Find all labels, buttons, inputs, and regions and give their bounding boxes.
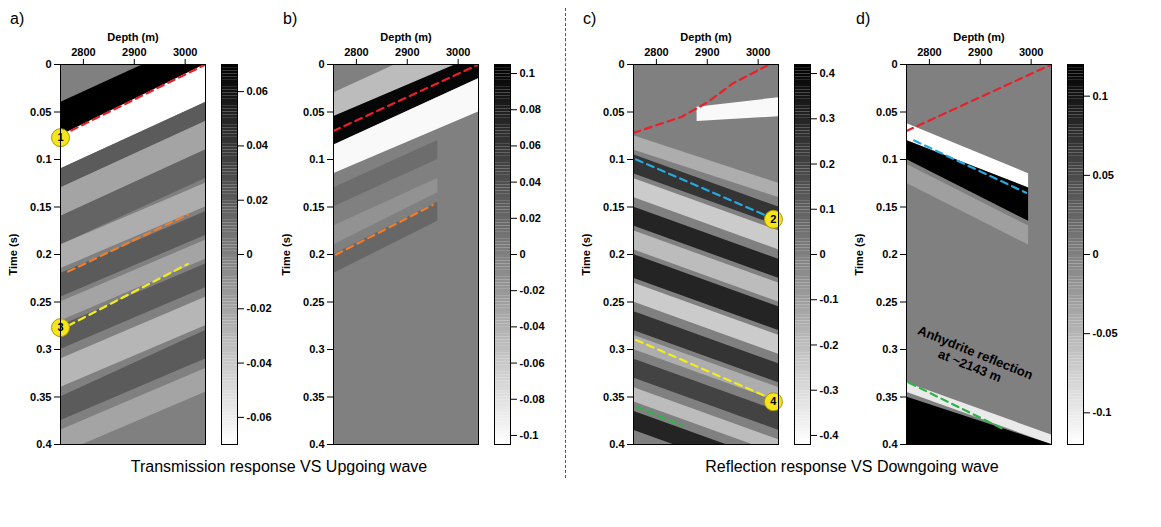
svg-text:0.04: 0.04 [247, 139, 269, 151]
svg-text:0.4: 0.4 [36, 438, 52, 450]
svg-text:-0.2: -0.2 [820, 338, 839, 350]
svg-text:0.25: 0.25 [876, 296, 897, 308]
svg-text:0.2: 0.2 [882, 248, 897, 260]
svg-text:0: 0 [820, 248, 826, 260]
svg-text:-0.02: -0.02 [247, 302, 272, 314]
svg-text:-0.1: -0.1 [520, 429, 539, 441]
svg-text:0.1: 0.1 [820, 203, 835, 215]
svg-text:2900: 2900 [968, 46, 992, 58]
svg-text:0.05: 0.05 [876, 106, 897, 118]
svg-text:0: 0 [45, 58, 51, 70]
svg-text:-0.06: -0.06 [247, 411, 272, 423]
svg-text:0.05: 0.05 [30, 106, 51, 118]
svg-text:3: 3 [57, 321, 64, 334]
svg-text:-0.3: -0.3 [820, 384, 839, 396]
svg-text:0.35: 0.35 [603, 391, 624, 403]
svg-text:Depth (m): Depth (m) [953, 31, 1005, 43]
svg-text:0.1: 0.1 [36, 153, 51, 165]
svg-text:0: 0 [618, 58, 624, 70]
svg-text:0.15: 0.15 [603, 201, 624, 213]
svg-text:0.4: 0.4 [609, 438, 625, 450]
svg-text:0.1: 0.1 [1093, 90, 1108, 102]
svg-text:0.35: 0.35 [876, 391, 897, 403]
svg-text:0.05: 0.05 [1093, 169, 1114, 181]
svg-text:0.06: 0.06 [520, 139, 541, 151]
svg-text:-0.04: -0.04 [520, 320, 546, 332]
svg-text:0.25: 0.25 [603, 296, 624, 308]
svg-text:0.1: 0.1 [520, 67, 535, 79]
svg-text:0.4: 0.4 [820, 67, 836, 79]
svg-text:3000: 3000 [1019, 46, 1043, 58]
html-text:d): d) [856, 10, 871, 27]
svg-text:0.3: 0.3 [882, 343, 897, 355]
svg-text:0: 0 [318, 58, 324, 70]
svg-text:0.25: 0.25 [30, 296, 51, 308]
svg-text:Time (s): Time (s) [7, 233, 19, 275]
svg-text:3000: 3000 [446, 46, 470, 58]
svg-text:2800: 2800 [917, 46, 941, 58]
svg-text:2800: 2800 [344, 46, 368, 58]
svg-text:0.25: 0.25 [303, 296, 324, 308]
svg-text:0.2: 0.2 [36, 248, 51, 260]
svg-text:0: 0 [520, 248, 526, 260]
svg-text:2900: 2900 [695, 46, 719, 58]
svg-text:-0.1: -0.1 [1093, 406, 1112, 418]
svg-text:3000: 3000 [746, 46, 770, 58]
svg-text:0.04: 0.04 [520, 176, 542, 188]
svg-text:4: 4 [770, 395, 777, 407]
svg-text:Anhydrite reflectionat ~2143 m: Anhydrite reflectionat ~2143 m [910, 322, 1035, 395]
svg-text:0.4: 0.4 [882, 438, 898, 450]
html-text:a): a) [10, 10, 25, 27]
svg-text:2800: 2800 [71, 46, 95, 58]
svg-text:0.2: 0.2 [609, 248, 624, 260]
svg-text:0.1: 0.1 [882, 153, 897, 165]
svg-text:2800: 2800 [644, 46, 668, 58]
svg-text:0: 0 [247, 248, 253, 260]
svg-text:0.2: 0.2 [820, 158, 835, 170]
svg-text:0.3: 0.3 [309, 343, 324, 355]
svg-text:Time (s): Time (s) [853, 233, 865, 275]
svg-text:0.3: 0.3 [36, 343, 51, 355]
svg-text:-0.4: -0.4 [820, 429, 840, 441]
svg-text:0.2: 0.2 [309, 248, 324, 260]
svg-text:0.35: 0.35 [303, 391, 324, 403]
svg-text:0.02: 0.02 [520, 212, 541, 224]
html-text:b): b) [283, 10, 298, 27]
svg-text:-0.08: -0.08 [520, 393, 545, 405]
svg-text:0.3: 0.3 [820, 112, 835, 124]
svg-text:0.02: 0.02 [247, 194, 268, 206]
html-text:Transmission response VS Upgoi: Transmission response VS Upgoing wave [130, 458, 428, 475]
svg-text:0: 0 [1093, 248, 1099, 260]
svg-text:3000: 3000 [173, 46, 197, 58]
svg-text:0.15: 0.15 [876, 201, 897, 213]
svg-text:0.06: 0.06 [247, 85, 268, 97]
svg-text:Depth (m): Depth (m) [380, 31, 432, 43]
svg-text:Time (s): Time (s) [580, 233, 592, 275]
svg-text:0.1: 0.1 [309, 153, 324, 165]
svg-text:0: 0 [891, 58, 897, 70]
html-text:c): c) [583, 10, 597, 27]
svg-text:0.05: 0.05 [603, 106, 624, 118]
html-text:Reflection response VS Downgoi: Reflection response VS Downgoing wave [705, 458, 999, 475]
svg-text:Time (s): Time (s) [280, 233, 292, 275]
svg-text:-0.05: -0.05 [1093, 327, 1118, 339]
svg-text:2900: 2900 [122, 46, 146, 58]
svg-text:0.15: 0.15 [303, 201, 324, 213]
svg-text:0.3: 0.3 [609, 343, 624, 355]
svg-text:2: 2 [770, 213, 776, 225]
svg-text:2900: 2900 [395, 46, 419, 58]
svg-text:-0.04: -0.04 [247, 357, 273, 369]
svg-text:0.05: 0.05 [303, 106, 324, 118]
svg-text:0.4: 0.4 [309, 438, 325, 450]
svg-text:Depth (m): Depth (m) [680, 31, 732, 43]
svg-text:0.1: 0.1 [609, 153, 624, 165]
svg-text:1: 1 [57, 131, 64, 144]
svg-text:-0.1: -0.1 [820, 293, 839, 305]
svg-text:0.15: 0.15 [30, 201, 51, 213]
svg-text:0.35: 0.35 [30, 391, 51, 403]
svg-text:Depth (m): Depth (m) [107, 31, 159, 43]
svg-text:-0.02: -0.02 [520, 284, 545, 296]
svg-text:-0.06: -0.06 [520, 357, 545, 369]
svg-text:0.08: 0.08 [520, 103, 541, 115]
